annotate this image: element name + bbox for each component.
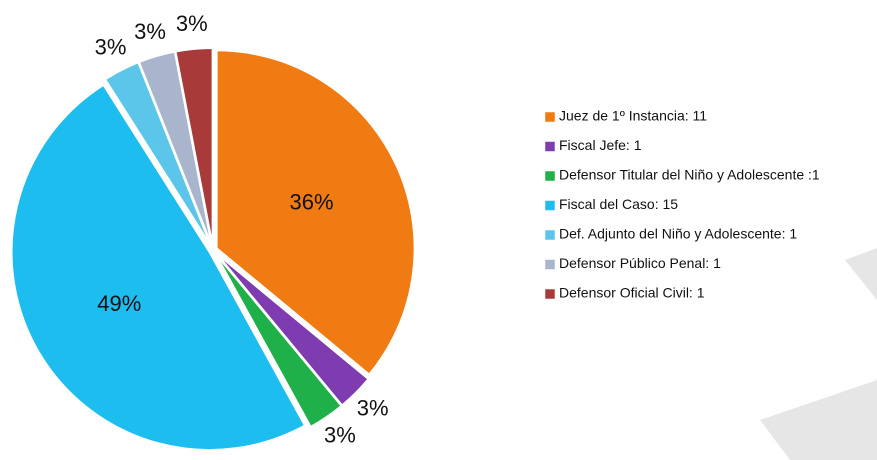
legend-swatch [544, 288, 556, 300]
data-label: 3% [357, 395, 389, 420]
legend-swatch [544, 111, 556, 123]
legend: Juez de 1º Instancia: 11 Fiscal Jefe: 1 De… [544, 108, 820, 301]
legend-label: Defensor Titular del Niño y Adolescente … [559, 167, 820, 183]
legend-swatch [544, 229, 556, 241]
legend-label: Juez de 1º Instancia: 11 [559, 108, 707, 124]
legend-label: Fiscal del Caso: 15 [559, 196, 678, 212]
legend-label: Defensor Público Penal: 1 [559, 255, 721, 271]
legend-label: Fiscal Jefe: 1 [559, 137, 642, 153]
data-label: 3% [134, 19, 166, 44]
legend-label: Defensor Oficial Civil: 1 [559, 285, 705, 301]
legend-swatch [544, 141, 556, 152]
pie: 36%3%3%49%3%3% 3% [10, 11, 416, 451]
decoration [845, 248, 877, 300]
legend-swatch [544, 170, 556, 182]
pie-slice [10, 83, 307, 451]
data-label: 49% [97, 291, 141, 316]
data-label: 3% [95, 35, 127, 60]
legend-swatch [544, 259, 556, 270]
legend-label: Def. Adjunto del Niño y Adolescente: 1 [559, 226, 797, 242]
data-label: 3% [324, 423, 356, 448]
data-label: 3% [176, 11, 208, 36]
pie-slice [174, 47, 214, 247]
pie-slice [215, 49, 416, 376]
data-label: 36% [290, 189, 334, 214]
decoration [760, 380, 877, 460]
legend-swatch [544, 200, 556, 211]
pie-slice [214, 252, 343, 429]
